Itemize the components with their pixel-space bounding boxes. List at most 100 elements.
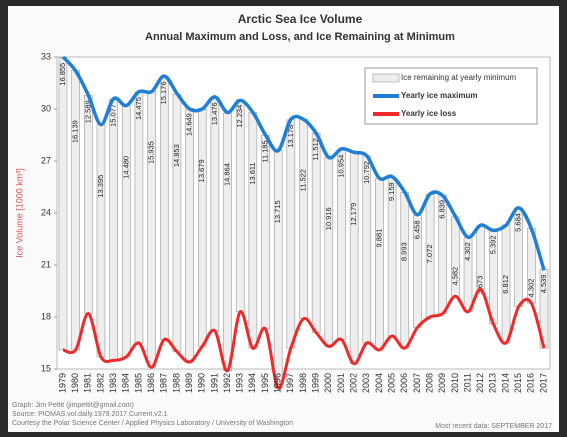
data-label: 7.072 [425,244,434,263]
footnote: Graph: Jim Pettit (jimpettit@gmail.com) [12,402,134,409]
legend: Ice remaining at yearly minimum Yearly ic… [364,67,538,125]
y-tick-label: 27 [41,155,51,165]
bar [299,118,308,320]
bar [210,96,220,332]
x-tick-label: 1988 [171,373,181,393]
data-label: 15.176 [159,81,168,104]
x-tick-label: 1989 [184,373,194,393]
data-label: 14.480 [121,156,130,179]
data-label: 5.684 [514,213,523,232]
x-tick-label: 1979 [57,373,67,393]
y-tick-label: 30 [41,103,51,113]
bar [223,112,232,372]
data-label: 13.679 [197,159,206,182]
x-tick-label: 2013 [488,373,498,393]
bar [96,124,106,358]
x-tick-label: 2010 [450,373,460,393]
data-label: 11.185 [261,140,270,162]
x-tick-label: 2007 [412,373,422,393]
legend-label: Yearly ice maximum [401,91,478,100]
data-label: 5.392 [488,235,497,254]
bar [311,132,321,333]
x-tick-label: 2008 [424,373,434,393]
data-label: 8.993 [400,242,409,261]
legend-label: Yearly ice loss [401,109,457,118]
note: Most recent data: SEPTEMBER 2017 [435,423,552,430]
bar [400,192,410,349]
data-label: 13.715 [273,200,282,223]
x-tick-label: 2012 [475,373,485,393]
data-label: 12.179 [349,203,358,226]
y-tick-label: 33 [41,51,51,61]
data-label: 14.649 [185,113,194,136]
footnote: Source: PIOMAS.vol.daily.1979.2017.Curre… [12,411,168,418]
bar [121,105,131,358]
series-line [61,55,546,271]
x-tick-label: 1986 [146,373,156,393]
x-tick-label: 2001 [336,373,346,393]
x-tick-label: 1982 [95,373,105,393]
bar [71,69,80,351]
data-label: 10.954 [336,155,345,178]
data-label: 16.855 [58,63,67,86]
bar [286,119,296,349]
data-label: 14.475 [134,97,143,120]
x-tick-label: 2011 [462,373,472,392]
x-tick-label: 2000 [323,373,333,393]
data-label: 14.853 [172,144,181,167]
data-label: 4.302 [463,242,472,261]
data-label: 4.582 [450,267,459,286]
bar [109,98,118,361]
data-label: 12.589 [83,100,92,123]
data-label: 4.302 [526,279,535,298]
x-tick-label: 1985 [133,373,143,393]
x-tick-label: 1987 [159,373,169,393]
bar [134,91,144,344]
data-label: 9.881 [374,229,383,248]
x-tick-label: 2004 [374,373,384,393]
x-tick-label: 1995 [260,373,270,393]
data-label: 6.839 [438,200,447,219]
x-tick-label: 2003 [361,373,371,393]
data-label: 13.611 [248,162,257,184]
chart-title: Arctic Sea Ice Volume [238,12,363,26]
data-label: 11.512 [311,138,320,160]
bar [324,156,334,347]
data-label: 6.458 [412,220,421,239]
footnote: Courtesy the Polar Science Center / Appl… [12,420,293,427]
legend-swatch [372,73,400,83]
bar [58,57,68,351]
data-label: 13.178 [286,125,295,148]
x-tick-label: 1990 [197,373,207,393]
y-tick-label: 21 [41,259,51,269]
x-tick-label: 2016 [526,373,536,393]
y-tick-label: 24 [41,207,51,217]
data-label: 14.864 [223,163,232,186]
data-label: 12.234 [235,105,244,128]
x-tick-label: 2015 [513,373,523,393]
x-tick-label: 1998 [298,373,308,393]
x-tick-label: 1981 [83,373,93,393]
data-label: 9.159 [387,182,396,201]
y-tick-label: 18 [41,311,51,321]
data-label: 11.522 [298,169,307,191]
x-tick-label: 2009 [437,373,447,393]
x-tick-label: 1993 [235,373,245,393]
chart-subtitle: Annual Maximum and Loss, and Ice Remaini… [145,31,455,43]
x-tick-label: 1997 [285,373,295,393]
data-label: 13.476 [210,102,219,125]
x-tick-label: 1999 [311,373,321,393]
y-tick-label: 15 [41,363,51,373]
series-line [62,287,546,390]
x-tick-label: 1980 [70,373,80,393]
bar [185,107,194,363]
bar [197,109,207,347]
y-axis-label: Ice Volume [1000 km³] [14,168,24,258]
bar [248,111,258,349]
x-tick-label: 1996 [273,373,283,393]
data-label: 4.539 [539,275,548,294]
bar [273,150,283,389]
x-tick-label: 1983 [108,373,118,393]
